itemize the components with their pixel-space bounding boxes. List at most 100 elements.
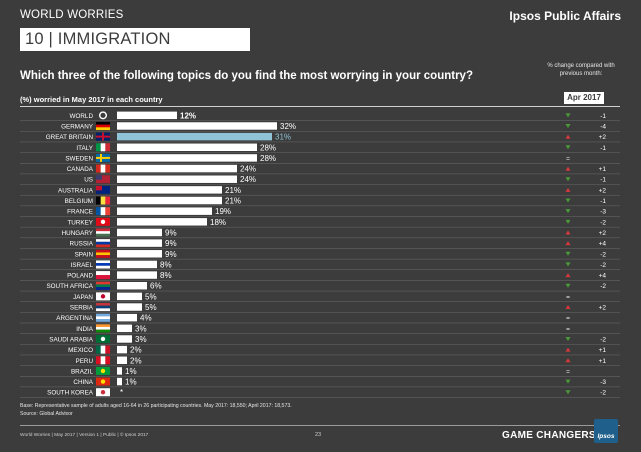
india-flag-icon-stripe (96, 326, 110, 330)
change-value-germany: -4 (600, 123, 606, 130)
india-flag-icon (96, 324, 110, 333)
bar-china (117, 377, 122, 386)
bar-spain (117, 250, 162, 258)
spain-flag-icon-stripe (96, 255, 110, 258)
bar-belgium (117, 196, 222, 205)
brazil-flag-icon-emblem (100, 368, 106, 374)
russia-flag-icon-stripe (96, 241, 110, 245)
category-label-russia: RUSSIA (70, 241, 94, 248)
serbia-flag-icon-stripe (96, 308, 110, 312)
bar-south-africa (117, 282, 147, 290)
value-label-france: 19% (215, 207, 231, 216)
bar-russia (117, 239, 162, 247)
logo-text: Ipsos (597, 433, 615, 440)
germany-flag-icon (96, 121, 110, 131)
category-label-great-britain: GREAT BRITAIN (46, 134, 94, 141)
value-label-serbia: 5% (145, 303, 157, 312)
value-label-china: 1% (125, 378, 137, 387)
serbia-flag-icon-stripe (96, 303, 110, 306)
turkey-flag-icon-emblem (100, 219, 106, 225)
value-label-india: 3% (135, 324, 147, 333)
change-value-russia: +4 (599, 241, 607, 248)
belgium-flag-icon-stripe (96, 196, 101, 205)
bar-france (117, 207, 212, 215)
down-arrow-icon (565, 209, 571, 214)
category-label-us: US (84, 177, 93, 184)
south-africa-flag-icon (96, 281, 110, 290)
up-arrow-icon (565, 358, 571, 363)
change-value-south-africa: -2 (600, 283, 606, 290)
mexico-flag-icon (96, 345, 111, 354)
value-label-us: 24% (240, 175, 256, 184)
south-korea-flag-icon-emblem (100, 390, 106, 395)
poland-flag-icon (96, 271, 110, 280)
category-label-italy: ITALY (76, 145, 93, 152)
south-africa-flag-icon-stripe (96, 287, 110, 290)
category-label-brazil: BRAZIL (71, 368, 94, 375)
chart-subtitle: (%) worried in May 2017 in each country (20, 95, 163, 104)
hungary-flag-icon-stripe (96, 233, 110, 237)
change-value-australia: +2 (599, 187, 607, 194)
canada-flag-icon-stripe (96, 164, 101, 173)
globe-icon-inner (100, 112, 106, 118)
down-arrow-icon (565, 336, 571, 341)
change-value-france: -3 (600, 209, 606, 216)
value-label-israel: 8% (160, 260, 172, 269)
category-label-south-korea: SOUTH KOREA (47, 390, 94, 397)
section-label: WORLD WORRIES (20, 9, 124, 21)
value-label-australia: 21% (225, 186, 241, 195)
change-value-canada: +1 (599, 166, 607, 173)
bar-saudi-arabia (117, 335, 132, 343)
france-flag-icon-stripe (100, 207, 106, 216)
bar-germany (117, 122, 277, 130)
value-label-great-britain: 31% (275, 133, 291, 142)
bar-great-britain (117, 132, 272, 141)
south-africa-flag-icon-stripe (96, 281, 110, 285)
bar-italy (117, 143, 257, 151)
change-value-great-britain: +2 (599, 134, 607, 141)
footer-divider (20, 425, 620, 426)
category-label-spain: SPAIN (75, 251, 94, 258)
canada-flag-icon-stripe (105, 164, 111, 173)
category-label-turkey: TURKEY (67, 219, 93, 226)
south-africa-flag-icon-stripe (96, 284, 110, 288)
down-arrow-icon (565, 198, 571, 203)
category-label-israel: ISRAEL (71, 262, 94, 269)
mexico-flag-icon-stripe (105, 345, 111, 354)
survey-question: Which three of the following topics do y… (20, 70, 473, 82)
up-arrow-icon (565, 230, 571, 235)
category-label-world: WORLD (70, 113, 94, 120)
belgium-flag-icon-stripe (105, 196, 111, 205)
italy-flag-icon-stripe (100, 143, 106, 152)
bar-mexico (117, 345, 127, 354)
value-label-brazil: 1% (125, 367, 137, 376)
down-arrow-icon (565, 113, 571, 118)
italy-flag-icon (96, 143, 111, 152)
change-note: % change compared with previous month: (547, 63, 615, 77)
change-value-saudi-arabia: -2 (600, 336, 606, 343)
change-value-sweden: = (566, 155, 570, 162)
category-label-serbia: SERBIA (70, 305, 94, 312)
change-value-brazil: = (566, 368, 570, 375)
category-label-south-africa: SOUTH AFRICA (46, 283, 93, 290)
category-label-australia: AUSTRALIA (58, 187, 94, 194)
argentina-flag-icon-stripe (96, 319, 110, 322)
canada-flag-icon-stripe (100, 164, 106, 173)
bar-us (117, 175, 237, 183)
serbia-flag-icon-stripe (96, 305, 110, 309)
category-label-mexico: MEXICO (68, 347, 93, 354)
india-flag-icon-stripe (96, 329, 110, 333)
israel-flag-icon-stripe (96, 260, 110, 264)
up-arrow-icon (565, 187, 571, 192)
russia-flag-icon-stripe (96, 239, 110, 242)
sweden-flag-icon-cross-v (100, 153, 102, 162)
italy-flag-icon-stripe (96, 143, 101, 152)
down-arrow-icon (565, 177, 571, 182)
value-label-russia: 9% (165, 239, 177, 248)
up-arrow-icon (565, 305, 571, 310)
change-value-spain: -2 (600, 251, 606, 258)
value-label-sweden: 28% (260, 154, 276, 163)
down-arrow-icon (565, 123, 571, 128)
value-label-japan: 5% (145, 292, 157, 301)
